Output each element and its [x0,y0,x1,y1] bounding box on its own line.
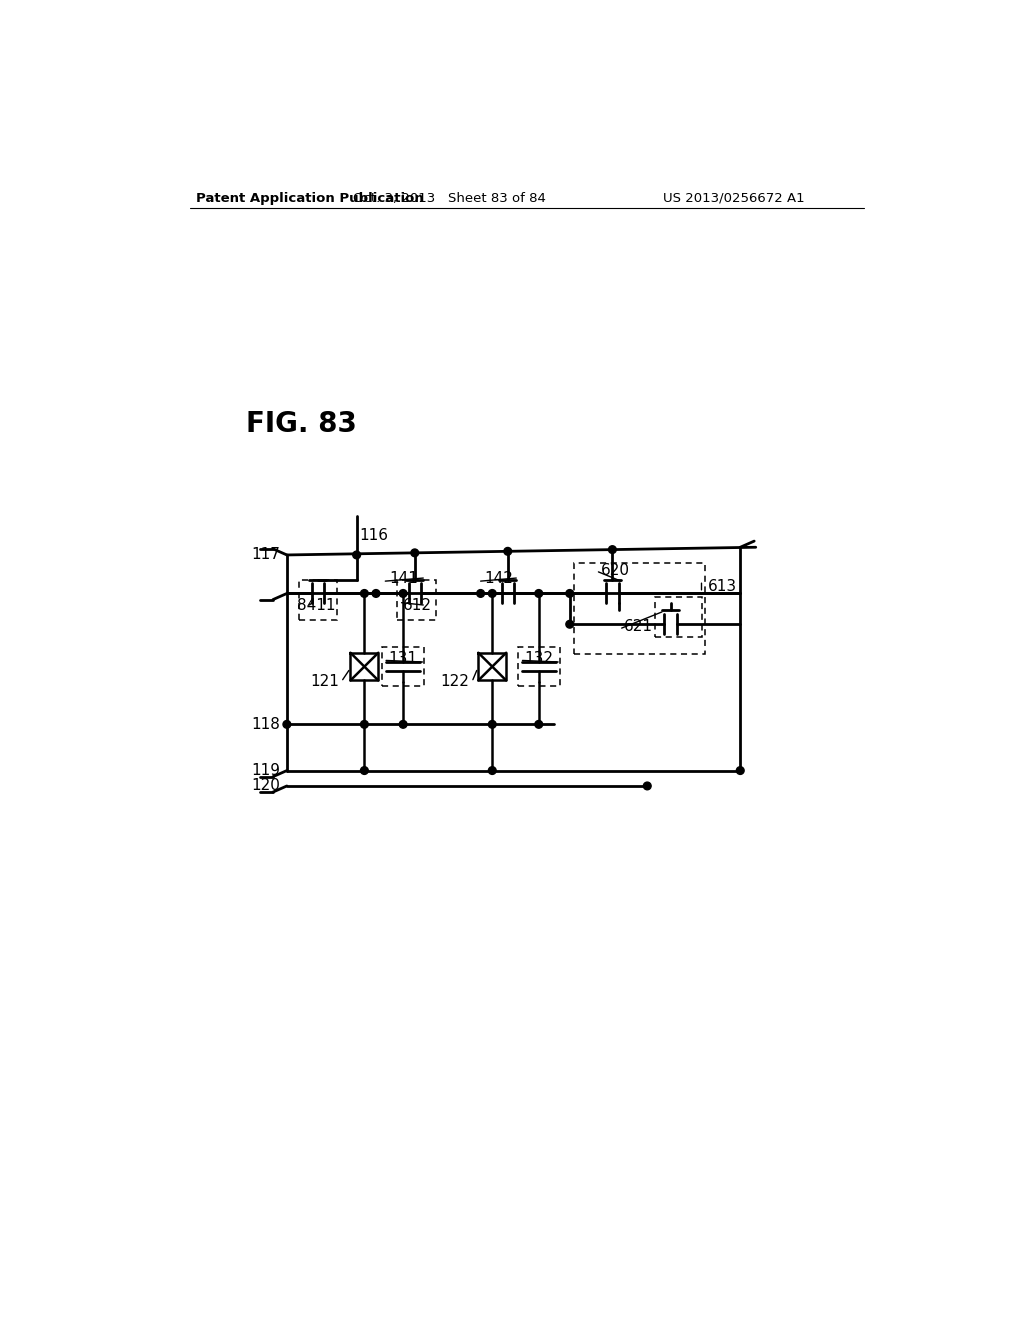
Text: FIG. 83: FIG. 83 [246,411,356,438]
Circle shape [643,781,651,789]
Circle shape [535,590,543,597]
Text: 120: 120 [252,779,281,793]
Circle shape [504,548,512,556]
Text: 621: 621 [624,619,653,634]
Text: 116: 116 [359,528,388,544]
Circle shape [360,767,369,775]
Bar [397,579,435,619]
Text: Oct. 3, 2013   Sheet 83 of 84: Oct. 3, 2013 Sheet 83 of 84 [353,191,546,205]
Text: 117: 117 [252,548,281,562]
Text: 612: 612 [403,598,432,612]
Text: Patent Application Publication: Patent Application Publication [197,191,424,205]
Circle shape [566,620,573,628]
Circle shape [488,721,496,729]
Circle shape [399,721,407,729]
Text: 141: 141 [389,572,418,586]
Circle shape [360,721,369,729]
Text: 119: 119 [252,763,281,777]
Text: 131: 131 [388,651,418,667]
Circle shape [608,545,616,553]
Text: 613: 613 [708,579,737,594]
Text: 118: 118 [252,717,281,731]
Circle shape [477,590,484,597]
Circle shape [283,721,291,729]
Circle shape [535,721,543,729]
Text: 142: 142 [484,572,513,586]
Bar [518,647,560,686]
Text: 122: 122 [440,675,469,689]
Circle shape [566,590,573,597]
Text: 132: 132 [524,651,554,667]
Bar [382,647,424,686]
Circle shape [488,767,496,775]
Bar [299,579,337,619]
Circle shape [488,590,496,597]
Text: 8411: 8411 [297,598,336,612]
Circle shape [360,590,369,597]
Text: 121: 121 [310,675,339,689]
Circle shape [372,590,380,597]
Text: 620: 620 [601,562,630,578]
Bar [655,598,701,638]
Bar [573,564,706,653]
Circle shape [399,590,407,597]
Circle shape [411,549,419,557]
Circle shape [352,552,360,558]
Text: US 2013/0256672 A1: US 2013/0256672 A1 [663,191,805,205]
Circle shape [736,767,744,775]
